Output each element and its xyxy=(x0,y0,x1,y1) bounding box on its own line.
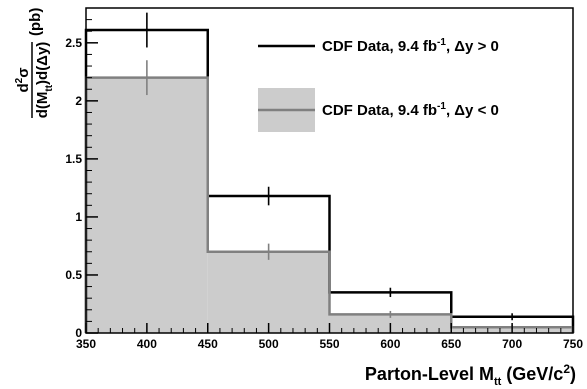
x-tick-label-6: 650 xyxy=(441,337,461,351)
x-tick-label-4: 550 xyxy=(319,337,339,351)
legend-positive-sup: -1 xyxy=(437,37,446,48)
ylabel-numerator-sym: σ xyxy=(15,68,32,78)
bar-negative-0 xyxy=(86,77,208,334)
xlabel-unit-close: ) xyxy=(570,364,576,384)
legend-label-negative: CDF Data, 9.4 fb-1, Δy < 0 xyxy=(322,101,499,119)
legend-label-positive: CDF Data, 9.4 fb-1, Δy > 0 xyxy=(322,37,499,55)
legend-negative-post: , Δy < 0 xyxy=(446,102,499,119)
bar-negative-1 xyxy=(207,251,330,333)
xlabel-sub: tt xyxy=(494,376,502,388)
xlabel-main: Parton-Level M xyxy=(365,364,494,384)
x-tick-label-2: 450 xyxy=(198,337,218,351)
legend-positive-post: , Δy > 0 xyxy=(446,38,499,55)
y-tick-label-0: 0 xyxy=(75,326,82,340)
ylabel-denominator: d(M xyxy=(34,92,51,119)
x-axis-title: Parton-Level Mtt (GeV/c2) xyxy=(365,362,576,388)
svg-text:d2σ: d2σ xyxy=(14,68,32,93)
y-axis-title: d2σ d(Mtt)d(Δy) (pb) xyxy=(14,8,55,119)
x-tick-label-1: 400 xyxy=(137,337,157,351)
xlabel-unit-open: (GeV/c xyxy=(501,364,563,384)
x-tick-label-5: 600 xyxy=(380,337,400,351)
legend-positive-pre: CDF Data, 9.4 fb xyxy=(322,38,437,55)
y-tick-label-2: 1 xyxy=(75,210,82,224)
x-tick-label-8: 750 xyxy=(563,337,583,351)
y-tick-label-3: 1.5 xyxy=(65,152,82,166)
x-tick-label-7: 700 xyxy=(502,337,522,351)
filled-histogram-layer xyxy=(86,77,573,334)
ylabel-unit: (pb) xyxy=(27,8,44,36)
x-tick-label-0: 350 xyxy=(76,337,96,351)
legend-negative-sup: -1 xyxy=(437,101,446,112)
ylabel-denominator-sub: tt xyxy=(44,84,55,91)
y-tick-label-5: 2.5 xyxy=(65,36,82,50)
ylabel-numerator-sup: 2 xyxy=(14,77,25,83)
x-tick-label-3: 500 xyxy=(259,337,279,351)
ylabel-denominator-tail: )d(Δy) xyxy=(34,42,51,85)
legend-negative-pre: CDF Data, 9.4 fb xyxy=(322,102,437,119)
axes-layer: 350 400 450 500 550 600 650 700 750 0 0.5 1 1.5 2 2.5 xyxy=(65,7,583,351)
y-tick-label-1: 0.5 xyxy=(65,268,82,282)
xlabel-unit-sup: 2 xyxy=(563,362,570,376)
svg-text:d(Mtt)d(Δy): d(Mtt)d(Δy) xyxy=(34,42,55,119)
y-tick-label-4: 2 xyxy=(75,94,82,108)
ylabel-numerator: d xyxy=(15,83,32,92)
legend: CDF Data, 9.4 fb-1, Δy > 0 CDF Data, 9.4… xyxy=(258,37,499,132)
